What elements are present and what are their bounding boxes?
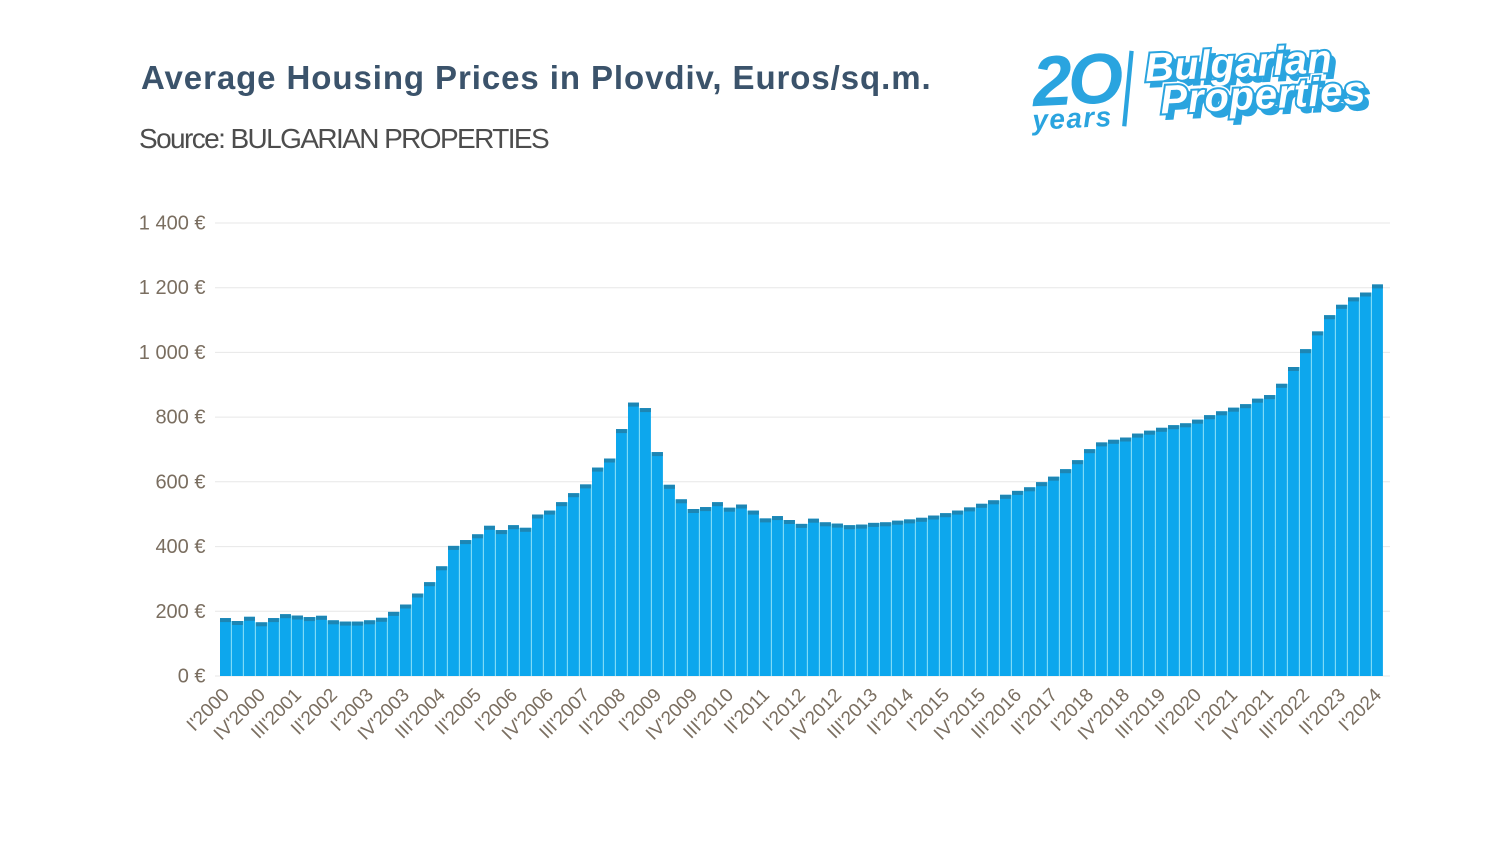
svg-text:0 €: 0 € [178,666,206,688]
svg-text:400 €: 400 € [155,536,205,558]
svg-text:1 000 €: 1 000 € [139,342,206,364]
svg-text:Bulgarian: Bulgarian [1144,37,1333,90]
svg-text:years: years [1030,101,1114,136]
svg-text:1 400 €: 1 400 € [139,213,206,235]
svg-text:2O: 2O [1029,39,1125,122]
svg-text:800 €: 800 € [155,407,205,429]
svg-text:Properties: Properties [1164,74,1372,128]
svg-text:200 €: 200 € [155,601,205,623]
svg-text:600 €: 600 € [155,471,205,493]
svg-text:Bulgarian: Bulgarian [1149,42,1338,95]
svg-text:1 200 €: 1 200 € [139,277,206,299]
